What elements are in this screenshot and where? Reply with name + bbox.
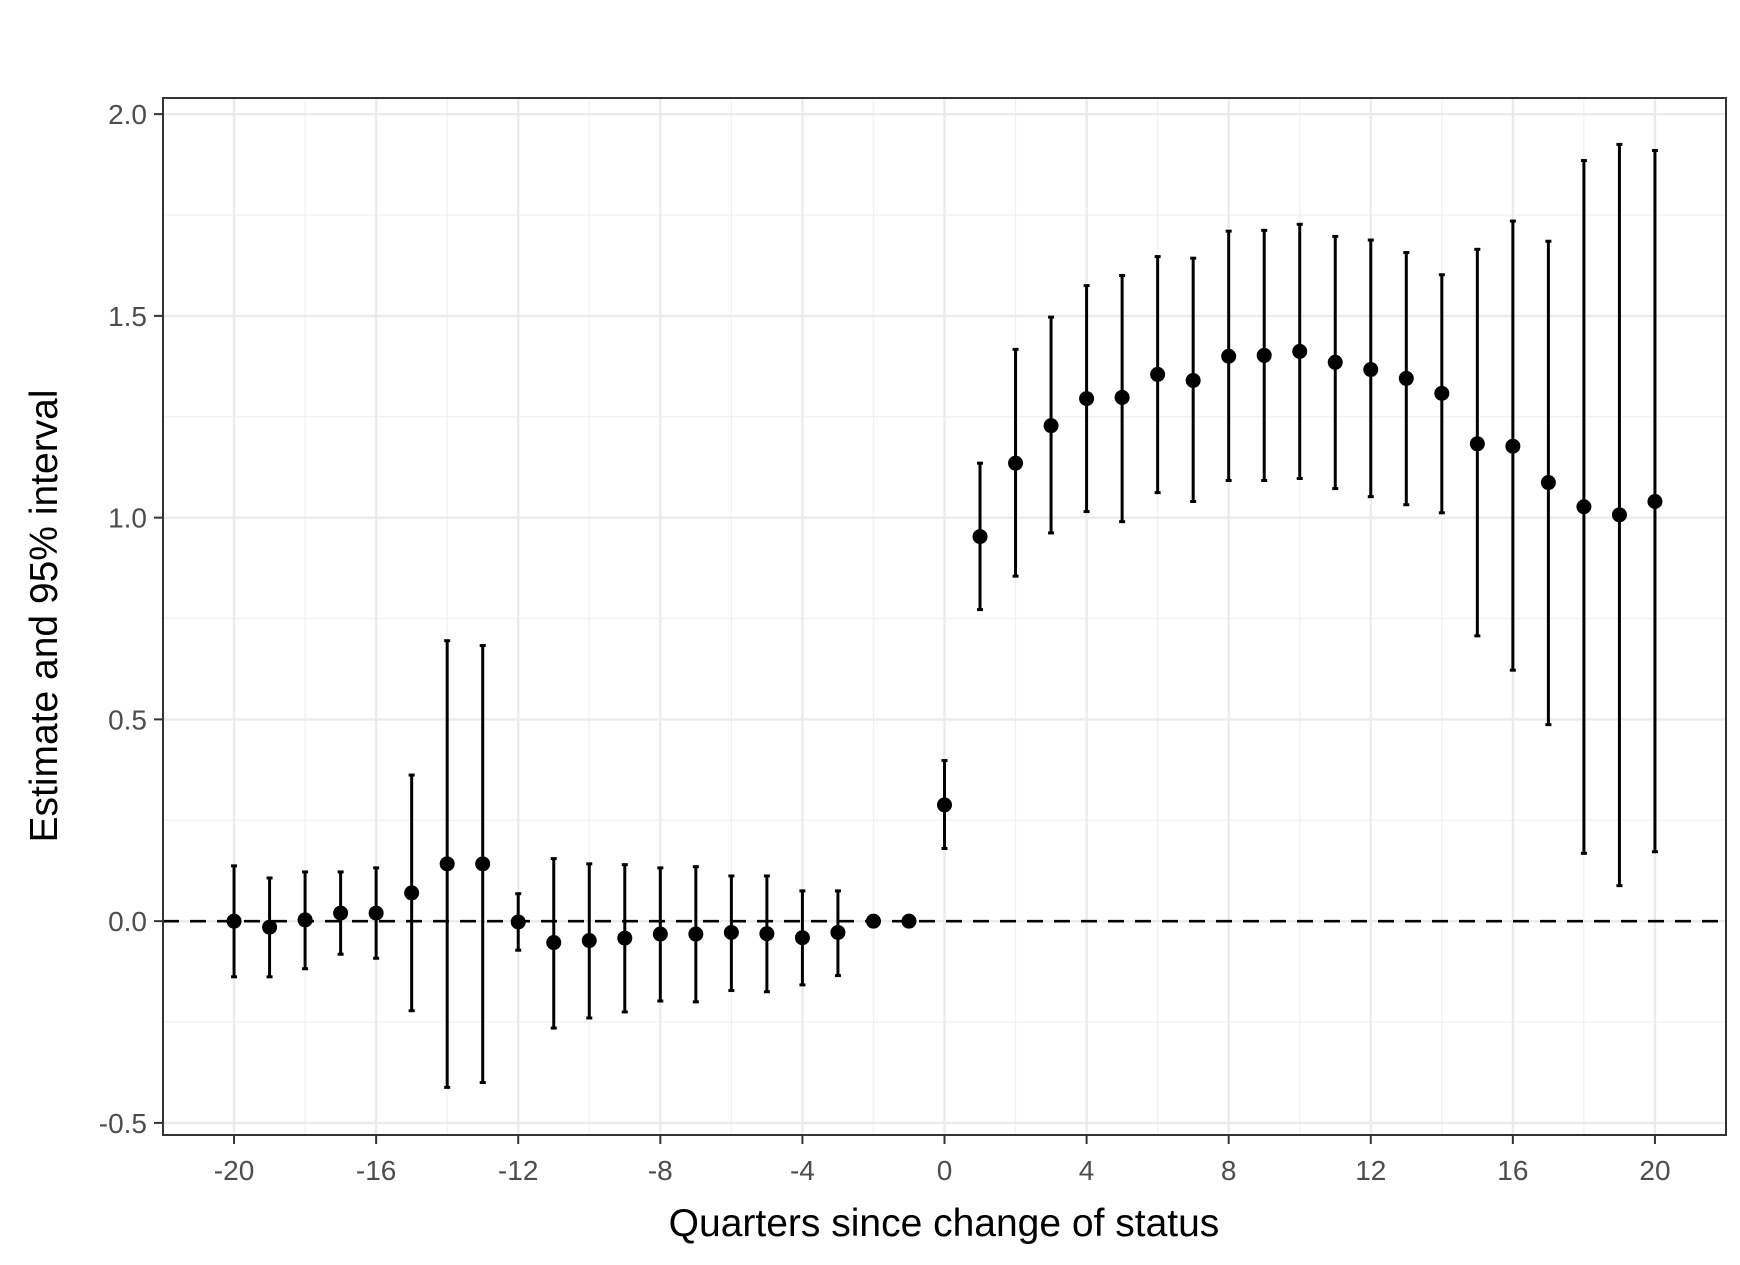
data-point: [652, 926, 668, 942]
data-point: [404, 885, 420, 901]
data-point: [333, 905, 349, 921]
data-point: [759, 926, 775, 942]
data-point: [972, 529, 988, 545]
x-tick-label: 8: [1221, 1155, 1237, 1186]
x-tick-label: -4: [790, 1155, 815, 1186]
axis-layer: -0.5 0.0 0.5 1.0 1.5 2.0 -20 -16 -12 -8 -4 0 4 8 12 16 2…: [99, 99, 1671, 1186]
data-point: [475, 856, 491, 872]
y-tick-label: 0.0: [108, 906, 147, 937]
data-point: [1043, 418, 1059, 434]
data-point: [1540, 475, 1556, 491]
data-point: [1469, 436, 1485, 452]
x-tick-label: 20: [1639, 1155, 1670, 1186]
data-point: [1398, 370, 1414, 386]
data-point: [546, 935, 562, 951]
data-point: [1185, 372, 1201, 388]
y-tick-label: -0.5: [99, 1108, 147, 1139]
data-point: [226, 913, 242, 929]
x-tick-label: 0: [937, 1155, 953, 1186]
data-point: [1647, 494, 1663, 510]
data-point: [1114, 389, 1130, 405]
data-point: [937, 797, 952, 813]
data-point: [723, 924, 739, 940]
x-tick-label: -8: [648, 1155, 673, 1186]
y-tick-label: 0.5: [108, 704, 147, 735]
data-point: [688, 926, 704, 942]
x-tick-label: 12: [1355, 1155, 1386, 1186]
data-point: [1256, 347, 1272, 363]
data-point: [510, 914, 526, 930]
data-point: [830, 924, 846, 940]
data-point: [1327, 354, 1343, 370]
data-point: [439, 856, 455, 872]
x-tick-label: 16: [1497, 1155, 1528, 1186]
data-point: [581, 933, 597, 949]
data-point: [1079, 391, 1095, 407]
data-point: [617, 930, 633, 946]
data-point: [865, 913, 881, 929]
data-point: [1363, 362, 1379, 378]
x-axis-title: Quarters since change of status: [669, 1202, 1220, 1245]
y-axis-title: Estimate and 95% interval: [23, 389, 66, 842]
data-point: [1611, 507, 1627, 523]
y-tick-label: 2.0: [108, 99, 147, 130]
data-point: [297, 912, 313, 928]
y-tick-label: 1.5: [108, 301, 147, 332]
data-point: [262, 919, 278, 935]
x-tick-label: -16: [356, 1155, 396, 1186]
data-point: [1008, 455, 1024, 471]
data-point: [794, 930, 810, 946]
data-point: [368, 905, 384, 921]
y-tick-label: 1.0: [108, 503, 147, 534]
data-point: [1292, 343, 1308, 359]
x-tick-label: -12: [498, 1155, 538, 1186]
data-point: [1505, 438, 1521, 454]
x-tick-label: -20: [214, 1155, 254, 1186]
data-point: [1576, 499, 1592, 515]
data-point: [1221, 348, 1237, 364]
data-point: [901, 913, 917, 929]
data-point: [1434, 385, 1450, 401]
data-point: [1150, 366, 1166, 382]
x-tick-label: 4: [1079, 1155, 1095, 1186]
marks-layer: [226, 142, 1663, 1089]
